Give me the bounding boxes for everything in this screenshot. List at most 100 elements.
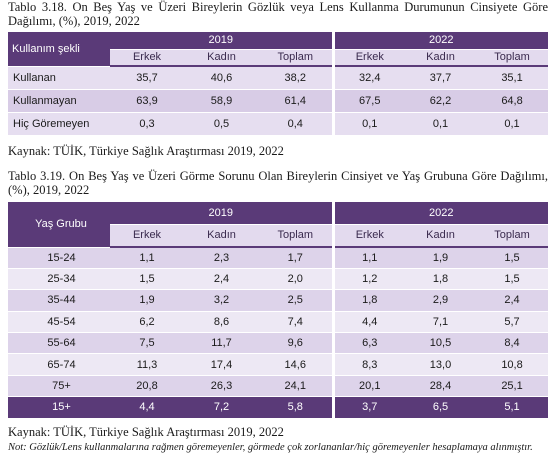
table-body: Kullanan 35,7 40,6 38,2 32,4 37,7 35,1 Kullanma… (8, 66, 549, 136)
row-label: 25-34 (8, 268, 110, 291)
header-row: Erkek Kadın Toplam Erkek Kadın Toplam (8, 224, 549, 248)
cell: 0,1 (476, 112, 549, 136)
cell: 0,1 (405, 112, 477, 136)
table-caption: Tablo 3.18. On Beş Yaş ve Üzeri Bireyler… (8, 0, 548, 28)
table-row: 75+ 20,8 26,3 24,1 20,1 28,4 25,1 (8, 375, 549, 398)
cell: 9,6 (259, 332, 334, 355)
year-header: 2022 (331, 32, 549, 50)
cell: 38,2 (259, 66, 334, 90)
table-body: 15-24 1,1 2,3 1,7 1,1 1,9 1,5 25-34 1,5 2,4 2,0 1,2… (8, 247, 549, 419)
table-row: 35-44 1,9 3,2 2,5 1,8 2,9 2,4 (8, 289, 549, 312)
cell: 20,8 (110, 375, 184, 398)
cell: 40,6 (184, 66, 259, 90)
row-label: Kullanmayan (8, 89, 110, 113)
cell: 3,2 (184, 289, 259, 312)
cell: 2,5 (259, 289, 334, 312)
cell: 20,1 (331, 375, 406, 398)
table-note: Not: Gözlük/Lens kullanmalarına rağmen g… (8, 442, 533, 453)
column-header: Erkek (331, 224, 406, 248)
cell: 0,5 (184, 112, 259, 136)
header-row: Erkek Kadın Toplam Erkek Kadın Toplam (8, 49, 549, 67)
year-header: 2019 (110, 32, 334, 50)
table-row: Kullanmayan 63,9 58,9 61,4 67,5 62,2 64,8 (8, 89, 549, 113)
table-source: Kaynak: TÜİK, Türkiye Sağlık Araştırması… (8, 144, 284, 158)
cell: 7,1 (405, 311, 477, 334)
header-row: Yaş Grubu 2019 2022 (8, 202, 549, 248)
cell: 1,2 (331, 268, 406, 291)
table-row: 15+ 4,4 7,2 5,8 3,7 6,5 5,1 (8, 396, 549, 419)
cell: 35,1 (476, 66, 549, 90)
cell: 58,9 (184, 89, 259, 113)
column-header: Kadın (405, 224, 477, 248)
cell: 4,4 (331, 311, 406, 334)
cell: 13,0 (405, 353, 477, 376)
column-header: Toplam (476, 49, 549, 67)
row-label: 35-44 (8, 289, 110, 312)
cell: 8,6 (184, 311, 259, 334)
cell: 24,1 (259, 375, 334, 398)
cell: 6,2 (110, 311, 184, 334)
cell: 5,1 (476, 396, 549, 419)
column-header: Erkek (331, 49, 406, 67)
cell: 11,7 (184, 332, 259, 355)
header-row: Kullanım şekli 2019 2022 (8, 32, 549, 67)
cell: 1,5 (476, 268, 549, 291)
table-row: 15-24 1,1 2,3 1,7 1,1 1,9 1,5 (8, 247, 549, 269)
cell: 37,7 (405, 66, 477, 90)
column-header: Kadın (184, 224, 259, 248)
table-source: Kaynak: TÜİK, Türkiye Sağlık Araştırması… (8, 425, 284, 439)
table-caption: Tablo 3.19. On Beş Yaş ve Üzeri Görme So… (8, 169, 548, 197)
cell: 5,7 (476, 311, 549, 334)
cell: 4,4 (110, 396, 184, 419)
cell: 1,9 (110, 289, 184, 312)
cell: 1,8 (405, 268, 477, 291)
row-label: 15+ (8, 396, 110, 419)
cell: 17,4 (184, 353, 259, 376)
column-header: Toplam (259, 224, 334, 248)
cell: 1,5 (110, 268, 184, 291)
cell: 2,9 (405, 289, 477, 312)
cell: 28,4 (405, 375, 477, 398)
cell: 7,5 (110, 332, 184, 355)
cell: 26,3 (184, 375, 259, 398)
cell: 1,1 (331, 247, 406, 269)
cell: 0,1 (331, 112, 406, 136)
cell: 32,4 (331, 66, 406, 90)
cell: 61,4 (259, 89, 334, 113)
row-label: 55-64 (8, 332, 110, 355)
cell: 1,9 (405, 247, 477, 269)
row-label: 45-54 (8, 311, 110, 334)
cell: 0,3 (110, 112, 184, 136)
cell: 63,9 (110, 89, 184, 113)
cell: 8,3 (331, 353, 406, 376)
column-header: Toplam (259, 49, 334, 67)
table-row: Hiç Göremeyen 0,3 0,5 0,4 0,1 0,1 0,1 (8, 112, 549, 136)
cell: 14,6 (259, 353, 334, 376)
cell: 8,4 (476, 332, 549, 355)
year-header: 2019 (110, 202, 334, 225)
cell: 67,5 (331, 89, 406, 113)
table-row: 55-64 7,5 11,7 9,6 6,3 10,5 8,4 (8, 332, 549, 355)
table: Kullanım şekli 2019 2022 Erkek Kadın Toplam Er… (8, 32, 549, 136)
cell: 0,4 (259, 112, 334, 136)
column-header: Erkek (110, 49, 184, 67)
row-label-header: Yaş Grubu (8, 202, 110, 248)
column-header: Toplam (476, 224, 549, 248)
table-row: 25-34 1,5 2,4 2,0 1,2 1,8 1,5 (8, 268, 549, 291)
row-label: Hiç Göremeyen (8, 112, 110, 136)
cell: 3,7 (331, 396, 406, 419)
row-label: 75+ (8, 375, 110, 398)
table-row: 45-54 6,2 8,6 7,4 4,4 7,1 5,7 (8, 311, 549, 334)
cell: 1,7 (259, 247, 334, 269)
cell: 10,8 (476, 353, 549, 376)
cell: 2,4 (184, 268, 259, 291)
cell: 64,8 (476, 89, 549, 113)
cell: 1,8 (331, 289, 406, 312)
row-label: 15-24 (8, 247, 110, 269)
cell: 62,2 (405, 89, 477, 113)
cell: 11,3 (110, 353, 184, 376)
column-header: Kadın (184, 49, 259, 67)
cell: 2,3 (184, 247, 259, 269)
cell: 2,0 (259, 268, 334, 291)
